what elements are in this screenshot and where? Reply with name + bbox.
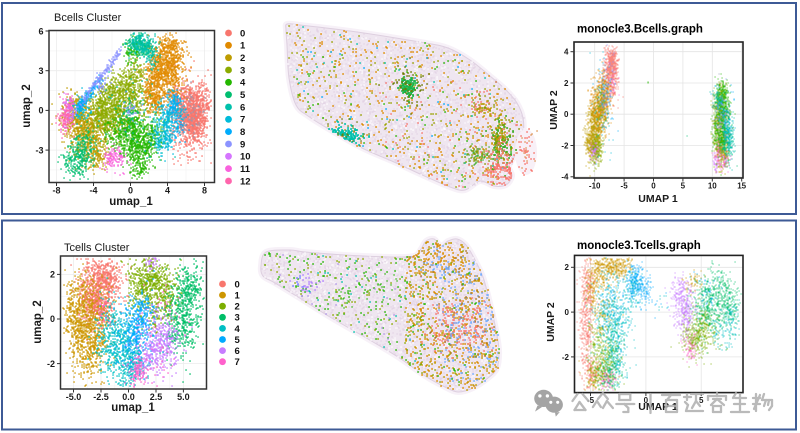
svg-text:10: 10: [240, 152, 251, 163]
svg-text:umap_2: umap_2: [32, 300, 44, 343]
svg-text:4: 4: [564, 48, 569, 57]
svg-text:6: 6: [240, 102, 245, 113]
svg-text:6: 6: [38, 26, 43, 36]
svg-text:umap_2: umap_2: [21, 84, 33, 127]
svg-text:UMAP 2: UMAP 2: [548, 90, 560, 130]
svg-text:-2.5: -2.5: [93, 392, 109, 402]
svg-text:UMAP 2: UMAP 2: [545, 302, 557, 342]
svg-text:7: 7: [240, 115, 245, 126]
svg-text:7: 7: [235, 357, 240, 368]
svg-text:0: 0: [50, 314, 55, 324]
svg-text:0: 0: [651, 181, 656, 190]
svg-text:-4: -4: [89, 186, 97, 196]
svg-text:Bcells Cluster: Bcells Cluster: [54, 12, 122, 24]
svg-text:-8: -8: [52, 186, 60, 196]
svg-text:-2: -2: [562, 353, 570, 362]
svg-text:1: 1: [235, 291, 241, 302]
svg-text:2: 2: [565, 263, 570, 272]
svg-text:-10: -10: [589, 181, 601, 190]
svg-text:2: 2: [50, 270, 55, 280]
svg-text:0: 0: [38, 106, 43, 116]
svg-text:5: 5: [235, 335, 241, 346]
svg-text:0: 0: [644, 396, 649, 405]
svg-text:UMAP 1: UMAP 1: [638, 193, 678, 205]
svg-text:5.0: 5.0: [177, 392, 190, 402]
svg-text:-4: -4: [561, 173, 569, 182]
svg-text:10: 10: [708, 181, 717, 190]
svg-text:-2: -2: [561, 141, 569, 150]
svg-text:0.0: 0.0: [122, 392, 135, 402]
svg-text:2: 2: [235, 302, 240, 313]
svg-text:8: 8: [240, 127, 245, 138]
svg-text:2.5: 2.5: [150, 392, 163, 402]
svg-text:0: 0: [564, 110, 569, 119]
svg-text:2: 2: [564, 79, 569, 88]
svg-text:UMAP 1: UMAP 1: [638, 401, 678, 413]
svg-text:0: 0: [235, 279, 240, 290]
svg-text:Tcells Cluster: Tcells Cluster: [64, 242, 130, 254]
svg-text:12: 12: [240, 176, 251, 187]
svg-text:-5: -5: [587, 396, 595, 405]
svg-text:0: 0: [565, 308, 570, 317]
svg-text:0: 0: [128, 186, 133, 196]
svg-text:5: 5: [681, 181, 686, 190]
svg-text:1: 1: [240, 41, 246, 52]
svg-text:11: 11: [240, 164, 251, 175]
svg-text:monocle3.Bcells.graph: monocle3.Bcells.graph: [577, 24, 703, 36]
svg-text:8: 8: [202, 186, 207, 196]
svg-text:3: 3: [235, 313, 240, 324]
svg-text:4: 4: [235, 324, 241, 335]
svg-text:-5: -5: [621, 181, 629, 190]
svg-text:4: 4: [165, 186, 170, 196]
svg-text:5: 5: [699, 396, 704, 405]
svg-text:3: 3: [38, 66, 43, 76]
svg-text:4: 4: [240, 78, 246, 89]
svg-text:5: 5: [240, 90, 246, 101]
svg-text:-2: -2: [47, 359, 55, 369]
svg-text:umap_1: umap_1: [111, 402, 155, 414]
svg-text:9: 9: [240, 139, 245, 150]
svg-text:monocle3.Tcells.graph: monocle3.Tcells.graph: [577, 240, 701, 252]
svg-text:15: 15: [737, 181, 746, 190]
svg-text:0: 0: [240, 28, 245, 39]
svg-text:umap_1: umap_1: [109, 196, 153, 208]
svg-text:2: 2: [240, 53, 245, 64]
svg-text:-5.0: -5.0: [66, 392, 82, 402]
svg-text:6: 6: [235, 346, 240, 357]
svg-text:-3: -3: [35, 145, 43, 155]
svg-text:3: 3: [240, 65, 245, 76]
